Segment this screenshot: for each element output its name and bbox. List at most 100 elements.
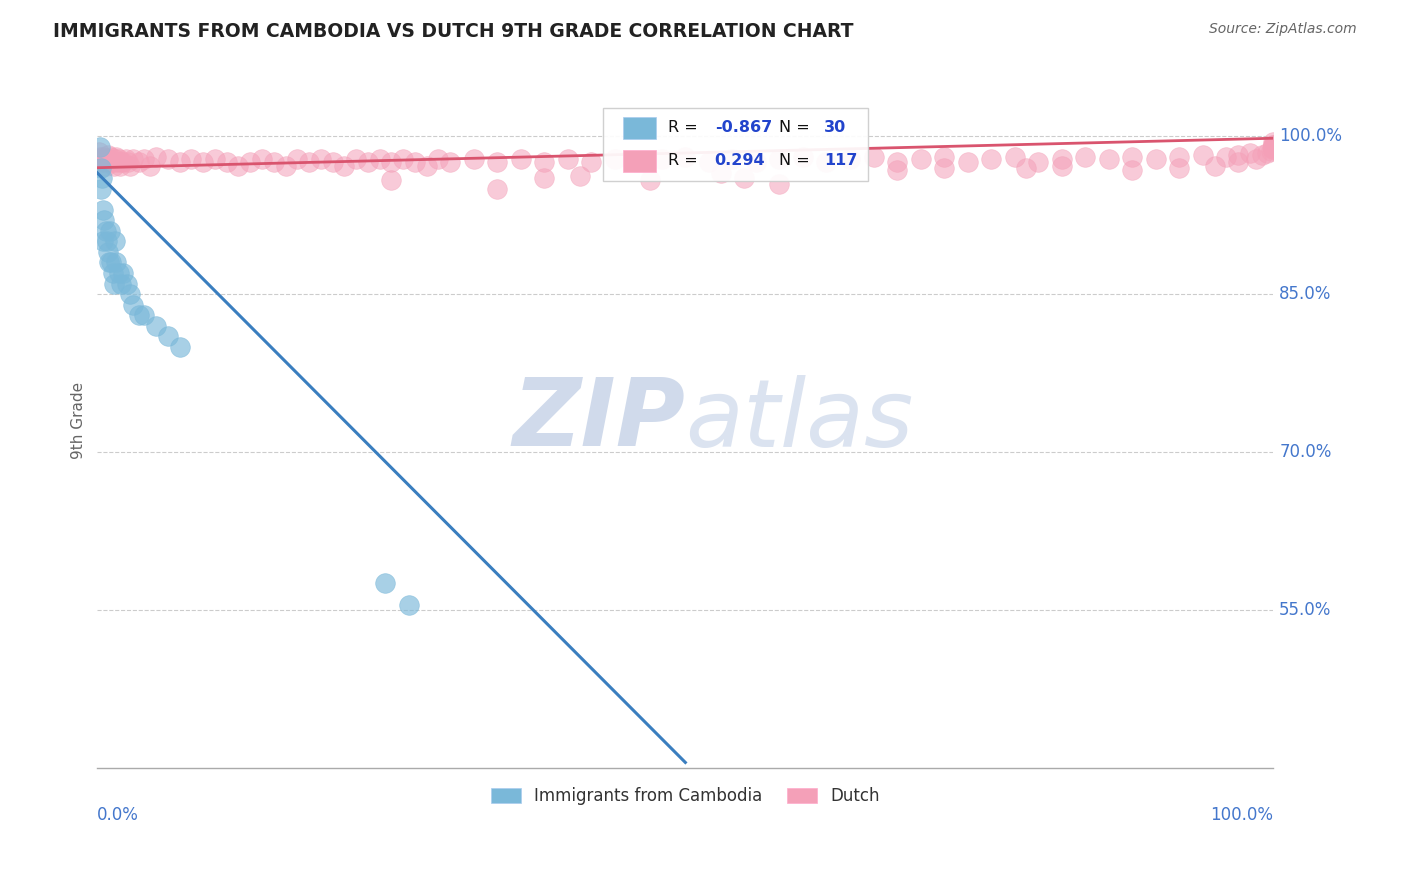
Point [1121,150,1143,164]
Point [1260,144,1282,158]
Text: N =: N = [779,153,815,169]
Point [651,153,673,167]
Point [91,171,114,186]
Point [180,153,202,167]
Point [1263,136,1285,150]
Point [228,159,250,173]
Point [91,153,114,167]
Point [1050,159,1073,173]
Point [145,318,167,333]
Point [134,308,156,322]
Point [839,153,862,167]
Text: R =: R = [668,120,703,136]
Point [768,177,790,191]
Point [105,155,128,169]
Point [90,161,112,175]
Point [110,155,132,169]
Point [94,159,117,173]
Point [114,153,136,167]
Point [204,153,226,167]
Point [96,235,118,249]
Point [1074,150,1097,164]
Point [134,153,156,167]
Point [1144,153,1167,167]
Point [104,235,127,249]
Point [94,224,117,238]
Point [380,155,402,169]
Point [169,155,191,169]
Point [533,171,555,186]
Point [374,576,396,591]
Text: ZIP: ZIP [512,375,685,467]
Point [108,159,131,173]
Point [1050,153,1073,167]
Point [117,155,139,169]
Point [139,159,162,173]
Point [415,159,437,173]
Point [398,598,420,612]
Point [463,153,485,167]
Point [1098,153,1121,167]
Point [107,266,129,280]
Point [156,329,179,343]
Point [169,340,191,354]
Point [105,255,128,269]
Point [98,255,121,269]
Point [1263,137,1285,152]
Text: 100.0%: 100.0% [1211,805,1274,824]
Point [910,153,932,167]
Text: IMMIGRANTS FROM CAMBODIA VS DUTCH 9TH GRADE CORRELATION CHART: IMMIGRANTS FROM CAMBODIA VS DUTCH 9TH GR… [53,22,853,41]
Point [1263,139,1285,153]
Text: Source: ZipAtlas.com: Source: ZipAtlas.com [1209,22,1357,37]
Point [100,255,122,269]
Point [768,153,790,167]
Point [89,139,111,153]
Text: 85.0%: 85.0% [1279,285,1331,303]
Bar [623,150,657,172]
Text: 0.0%: 0.0% [97,805,139,824]
Point [886,155,908,169]
Text: 117: 117 [824,153,858,169]
Point [107,153,129,167]
Point [263,155,285,169]
Point [568,169,591,183]
Point [322,155,344,169]
Point [93,155,115,169]
Text: 0.294: 0.294 [714,153,765,169]
Point [98,224,121,238]
Point [112,155,135,169]
Point [101,155,124,169]
Point [91,202,114,217]
Point [90,155,112,169]
Point [932,161,955,175]
Point [121,297,143,311]
Point [1263,139,1285,153]
Point [1263,142,1285,156]
Point [1168,161,1191,175]
Point [486,155,509,169]
Point [98,153,121,167]
Point [215,155,238,169]
Point [110,277,132,291]
Text: R =: R = [668,153,703,169]
Point [980,153,1002,167]
Point [486,182,509,196]
Point [1227,155,1250,169]
Point [697,155,720,169]
Point [285,153,308,167]
Point [886,162,908,177]
Point [1215,150,1237,164]
Text: N =: N = [779,120,815,136]
Point [298,155,321,169]
Bar [623,117,657,139]
Point [404,155,426,169]
Point [1239,146,1261,161]
Point [105,150,128,164]
Point [156,153,179,167]
Point [710,166,733,180]
Point [101,266,124,280]
Point [439,155,461,169]
Point [103,159,125,173]
Point [557,153,579,167]
Point [250,153,273,167]
